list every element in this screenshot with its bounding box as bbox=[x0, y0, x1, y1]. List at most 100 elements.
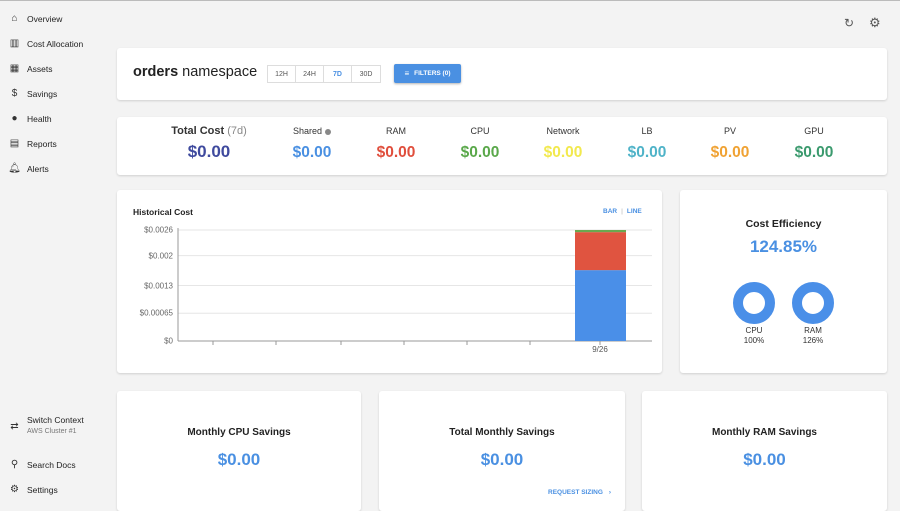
ram-savings-value: $0.00 bbox=[743, 450, 786, 469]
bar-segment bbox=[575, 232, 626, 271]
dollar-icon: $ bbox=[11, 88, 18, 99]
sidebar-item-label: Savings bbox=[27, 88, 58, 99]
summary-value: $0.00 bbox=[627, 144, 667, 161]
switch-context[interactable]: ⇄ Switch Context AWS Cluster #1 bbox=[0, 415, 105, 447]
filters-button[interactable]: ≡ FILTERS (0) bbox=[394, 64, 461, 83]
y-tick-label: $0.00065 bbox=[139, 308, 173, 318]
cost-efficiency-card: Cost Efficiency 124.85% CPU 100% RAM 126% bbox=[680, 190, 887, 373]
summary-cpu: CPU $0.00 bbox=[430, 124, 530, 162]
summary-pv: PV $0.00 bbox=[680, 124, 780, 162]
gear-icon: ⚙ bbox=[10, 484, 19, 495]
range-24h[interactable]: 24H bbox=[296, 66, 324, 82]
sidebar-item-label: Assets bbox=[27, 63, 53, 74]
help-icon[interactable] bbox=[325, 128, 332, 135]
page-title: orders namespace bbox=[133, 64, 258, 80]
cpu-savings-card: Monthly CPU Savings $0.00 bbox=[117, 391, 361, 511]
sidebar-item-assets[interactable]: ▦ Assets bbox=[0, 56, 105, 81]
sidebar-item-label: Overview bbox=[27, 13, 63, 24]
bar-segment bbox=[575, 230, 626, 233]
cpu-savings-title: Monthly CPU Savings bbox=[187, 427, 291, 438]
summary-label: RAM bbox=[386, 126, 406, 136]
efficiency-value: 124.85% bbox=[749, 237, 818, 256]
summary-ram: RAM $0.00 bbox=[346, 124, 446, 162]
chevron-right-icon: › bbox=[608, 489, 612, 496]
historical-cost-card: Historical Cost BAR | LINE bbox=[117, 190, 662, 373]
swap-icon: ⇄ bbox=[10, 421, 19, 432]
filter-icon: ≡ bbox=[404, 69, 410, 78]
total-savings-card: Total Monthly Savings $0.00 REQUEST SIZI… bbox=[379, 391, 625, 511]
summary-label: CPU bbox=[470, 126, 490, 136]
summary-value: $0.00 bbox=[460, 144, 500, 161]
summary-value: $0.00 bbox=[376, 144, 416, 161]
assets-icon: ▦ bbox=[9, 63, 20, 74]
y-tick-label: $0.0013 bbox=[144, 281, 173, 290]
search-icon: ⚲ bbox=[10, 459, 19, 470]
bell-icon: 🔔︎ bbox=[8, 163, 21, 174]
sidebar-item-label: Reports bbox=[27, 138, 57, 149]
summary-value: $0.00 bbox=[543, 144, 583, 161]
search-docs[interactable]: ⚲ Search Docs bbox=[0, 452, 105, 477]
summary-value: $0.00 bbox=[794, 144, 834, 161]
y-tick-label: $0.0026 bbox=[144, 225, 173, 235]
settings[interactable]: ⚙ Settings bbox=[0, 477, 105, 502]
refresh-icon[interactable]: ↻ bbox=[844, 16, 855, 30]
chart-title: Historical Cost bbox=[133, 207, 193, 217]
ram-donut bbox=[792, 282, 834, 324]
cpu-efficiency: CPU 100% bbox=[743, 326, 765, 345]
summary-value: $0.00 bbox=[292, 144, 332, 161]
bar-toggle[interactable]: BAR bbox=[603, 208, 618, 215]
clipboard-icon: ▤ bbox=[9, 138, 20, 149]
ram-savings-title: Monthly RAM Savings bbox=[711, 427, 817, 438]
chart-toggle: BAR | LINE bbox=[603, 208, 642, 215]
sidebar-item-label: Cost Allocation bbox=[27, 38, 84, 49]
summary-value: $0.00 bbox=[710, 144, 750, 161]
summary-network: Network $0.00 bbox=[513, 124, 613, 162]
summary-label: LB bbox=[641, 126, 653, 136]
sidebar-item-overview[interactable]: ⌂ Overview bbox=[0, 6, 105, 31]
range-12h[interactable]: 12H bbox=[268, 66, 296, 82]
summary-card bbox=[117, 117, 887, 175]
switch-context-label: Switch Context bbox=[27, 415, 84, 425]
bar-chart-icon: ▥ bbox=[9, 38, 20, 49]
summary-shared: Shared $0.00 bbox=[262, 124, 362, 162]
header-card: orders namespace bbox=[117, 48, 887, 100]
alert-circle-icon: ● bbox=[11, 113, 18, 124]
efficiency-title: Cost Efficiency bbox=[745, 218, 822, 230]
summary-lb: LB $0.00 bbox=[597, 124, 697, 162]
summary-label: Network bbox=[546, 126, 580, 136]
sidebar-item-alerts[interactable]: 🔔︎ Alerts bbox=[0, 156, 105, 181]
ram-savings-card: Monthly RAM Savings $0.00 bbox=[642, 391, 887, 511]
y-tick-label: $0 bbox=[164, 336, 173, 346]
sidebar-item-savings[interactable]: $ Savings bbox=[0, 81, 105, 106]
bar-segment bbox=[575, 270, 626, 341]
total-savings-title: Total Monthly Savings bbox=[449, 427, 555, 438]
ram-efficiency: RAM 126% bbox=[802, 326, 824, 345]
total-cost-value: $0.00 bbox=[187, 142, 231, 161]
settings-label: Settings bbox=[27, 484, 58, 495]
summary-label: Shared bbox=[292, 126, 323, 136]
cpu-savings-value: $0.00 bbox=[217, 450, 261, 469]
range-30d[interactable]: 30D bbox=[359, 70, 373, 78]
request-sizing-link[interactable]: REQUEST SIZING › bbox=[548, 489, 612, 496]
line-toggle[interactable]: LINE bbox=[626, 208, 642, 215]
home-icon: ⌂ bbox=[11, 13, 18, 24]
summary-label: GPU bbox=[804, 126, 824, 136]
sidebar-item-health[interactable]: ● Health bbox=[0, 106, 105, 131]
summary-label: PV bbox=[723, 126, 736, 136]
sidebar-item-reports[interactable]: ▤ Reports bbox=[0, 131, 105, 156]
context-name: AWS Cluster #1 bbox=[27, 428, 77, 435]
y-tick-label: $0.002 bbox=[148, 251, 173, 261]
settings-gear-icon[interactable]: ⚙ bbox=[869, 15, 881, 30]
cpu-donut bbox=[733, 282, 775, 324]
range-7d[interactable]: 7D bbox=[324, 66, 352, 82]
summary-gpu: GPU $0.00 bbox=[764, 124, 864, 162]
summary-total: Total Cost (7d) $0.00 bbox=[159, 124, 259, 162]
sidebar-item-label: Alerts bbox=[27, 163, 49, 174]
time-range-selector: 12H 24H 7D 30D bbox=[267, 65, 381, 83]
x-tick-label: 9/26 bbox=[592, 345, 608, 354]
search-docs-label: Search Docs bbox=[27, 459, 76, 470]
total-savings-value: $0.00 bbox=[480, 450, 524, 469]
sidebar-item-label: Health bbox=[27, 113, 52, 124]
sidebar-item-cost-allocation[interactable]: ▥ Cost Allocation bbox=[0, 31, 105, 56]
